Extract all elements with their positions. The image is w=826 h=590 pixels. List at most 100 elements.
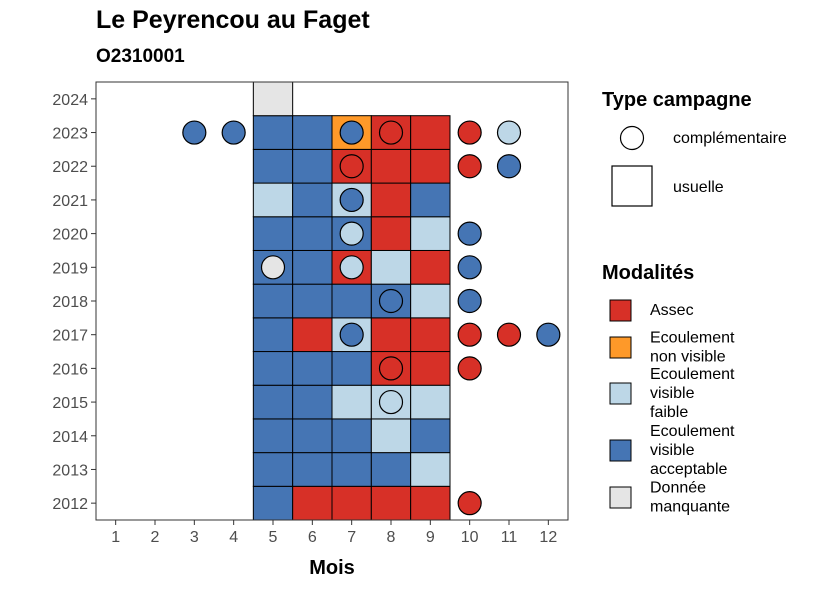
legend-key-complementaire	[619, 125, 645, 151]
point-2022-7	[339, 154, 364, 179]
tile-2018-5	[252, 283, 294, 319]
tile-2015-9	[410, 384, 451, 420]
tile-2013-8	[370, 452, 412, 487]
x-tick-label-7: 7	[347, 529, 356, 546]
tile-2024-5	[252, 81, 294, 117]
tile-2012-5	[252, 485, 294, 521]
y-tick-label-2014: 2014	[52, 429, 88, 446]
x-axis-title: Mois	[309, 557, 355, 579]
legend-label-nonvisible: Ecoulement non visible	[650, 330, 735, 366]
tile-2018-6	[292, 283, 333, 319]
tile-2013-6	[292, 452, 333, 487]
tile-2016-5	[252, 351, 294, 386]
legend-label-assec: Assec	[650, 302, 694, 319]
x-tick-label-3: 3	[190, 529, 199, 546]
legend-key-manquante	[609, 486, 632, 509]
y-tick-label-2020: 2020	[52, 227, 88, 244]
x-tick-label-6: 6	[308, 529, 317, 546]
x-tick-label-9: 9	[426, 529, 435, 546]
x-tick-label-4: 4	[229, 529, 238, 546]
y-tick-label-2021: 2021	[52, 193, 88, 210]
tile-2016-7	[331, 351, 372, 386]
legend-key-acceptable	[609, 439, 632, 462]
tile-2012-8	[370, 485, 412, 521]
x-tick-label-10: 10	[461, 529, 479, 546]
tile-2014-6	[292, 418, 333, 454]
x-tick-label-5: 5	[269, 529, 278, 546]
y-tick-label-2022: 2022	[52, 159, 88, 176]
tile-2014-9	[410, 418, 451, 454]
plot-area	[96, 81, 568, 521]
tile-2017-9	[410, 317, 451, 353]
legend-label-usuelle: usuelle	[673, 179, 724, 196]
tile-2021-9	[410, 182, 451, 218]
tile-2012-6	[292, 485, 333, 521]
point-2019-7	[339, 255, 364, 280]
point-2017-10	[457, 322, 482, 347]
point-2015-8	[378, 389, 404, 415]
chart-subtitle: O2310001	[96, 46, 185, 67]
tile-2012-9	[410, 485, 451, 521]
tile-2016-9	[410, 351, 451, 386]
point-2023-4	[221, 120, 246, 145]
legend-key-usuelle	[611, 165, 653, 207]
x-tick-label-1: 1	[111, 529, 120, 546]
tile-2022-8	[370, 148, 412, 184]
tile-2014-7	[331, 418, 372, 454]
legend-key-assec	[609, 299, 632, 322]
tile-2013-7	[331, 452, 372, 487]
legend-label-complementaire: complémentaire	[673, 130, 787, 147]
x-tick-label-11: 11	[501, 529, 518, 546]
point-2020-7	[339, 221, 364, 246]
tile-2015-7	[331, 384, 372, 420]
tile-2018-9	[410, 283, 451, 319]
y-tick-label-2019: 2019	[52, 260, 88, 277]
point-2023-11	[496, 120, 522, 145]
tile-2020-9	[410, 216, 451, 251]
tile-2021-6	[292, 182, 333, 218]
legend-type-title: Type campagne	[602, 89, 752, 111]
tile-2023-9	[410, 115, 451, 150]
point-2019-5	[260, 255, 286, 280]
y-tick-label-2013: 2013	[52, 462, 88, 479]
tile-2022-9	[410, 148, 451, 184]
chart-title: Le Peyrencou au Faget	[96, 6, 370, 34]
tile-2021-5	[252, 182, 294, 218]
point-2012-10	[457, 491, 482, 516]
point-2018-8	[378, 288, 404, 314]
legend-label-acceptable: Ecoulement visible acceptable	[650, 423, 735, 478]
tile-2023-6	[292, 115, 333, 150]
tile-2014-5	[252, 418, 294, 454]
tile-2023-5	[252, 115, 294, 150]
point-2023-3	[182, 120, 207, 145]
tile-2016-6	[292, 351, 333, 386]
point-2017-11	[496, 322, 522, 347]
point-2017-7	[339, 322, 364, 347]
legend-label-manquante: Donnée manquante	[650, 480, 730, 516]
point-2016-8	[378, 356, 404, 381]
point-2023-10	[457, 120, 482, 145]
tile-2019-8	[370, 249, 412, 285]
tile-2018-7	[331, 283, 372, 319]
tile-2022-5	[252, 148, 294, 184]
legend-key-faible	[609, 382, 632, 405]
x-tick-label-8: 8	[387, 529, 396, 546]
tile-2013-9	[410, 452, 451, 487]
tile-2020-5	[252, 216, 294, 251]
tile-2022-6	[292, 148, 333, 184]
tile-2012-7	[331, 485, 372, 521]
point-2023-7	[339, 120, 364, 145]
point-2022-11	[496, 154, 522, 179]
y-tick-label-2016: 2016	[52, 361, 88, 378]
x-tick-label-12: 12	[539, 529, 557, 546]
tile-2015-6	[292, 384, 333, 420]
x-tick-label-2: 2	[151, 529, 160, 546]
tile-2019-9	[410, 249, 451, 285]
y-tick-label-2015: 2015	[52, 395, 88, 412]
point-2017-12	[536, 322, 561, 347]
tile-2017-5	[252, 317, 294, 353]
y-tick-label-2018: 2018	[52, 294, 88, 311]
y-tick-label-2024: 2024	[52, 92, 88, 109]
point-2021-7	[339, 187, 364, 213]
